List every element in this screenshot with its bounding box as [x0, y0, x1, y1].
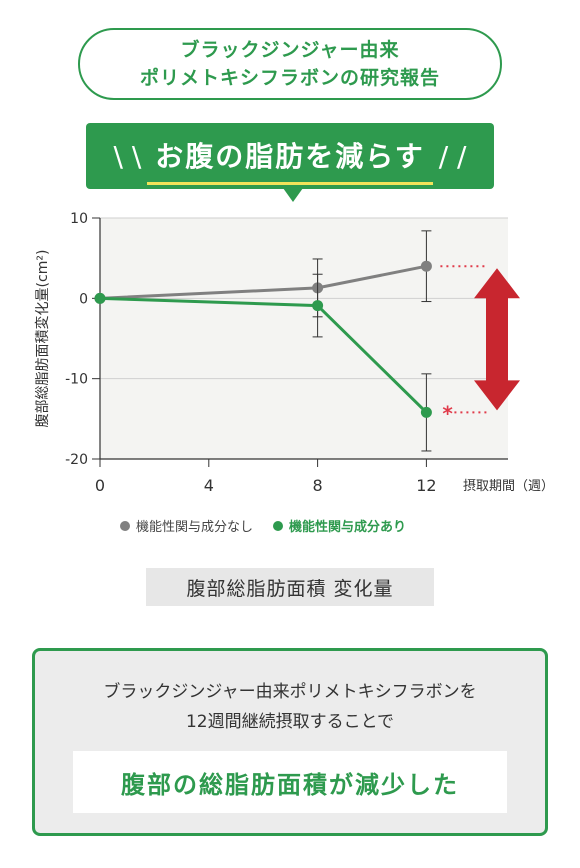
data-point: [420, 260, 432, 272]
legend-label-active: 機能性関与成分あり: [289, 520, 407, 535]
summary-line1: ブラックジンジャー由来ポリメトキシフラボンを: [103, 682, 477, 702]
study-title-pill: ブラックジンジャー由来 ポリメトキシフラボンの研究報告: [78, 28, 502, 100]
data-point: [94, 292, 106, 304]
slash-decoration-right-icon: / /: [438, 139, 467, 173]
x-tick-label: 4: [204, 476, 214, 495]
slash-decoration-left-icon: \ \: [113, 139, 142, 173]
x-tick-label: 12: [416, 476, 436, 495]
x-axis-label: 摂取期間（週）: [463, 478, 554, 494]
fat-area-line-chart: 10 0 -10 -20 0 4 8 12 摂取期間（週） 腹部総脂肪面積変化量(cm²) *: [34, 211, 554, 495]
summary-box: ブラックジンジャー由来ポリメトキシフラボンを 12週間継続摂取することで 腹部の…: [32, 648, 548, 836]
summary-line2: 12週間継続摂取することで: [185, 712, 395, 732]
plot-area: [100, 218, 508, 459]
legend-item-active: 機能性関与成分あり: [273, 516, 406, 535]
banner-pointer-icon: [283, 188, 303, 202]
x-tick-label: 0: [95, 476, 105, 495]
difference-arrow-icon: [474, 268, 520, 411]
significance-asterisk: *: [442, 401, 453, 425]
data-point: [312, 300, 324, 312]
headline-banner: \ \ お腹の脂肪を減らす / /: [86, 123, 494, 189]
summary-conclusion: 腹部の総脂肪面積が減少した: [121, 770, 459, 799]
study-title-line2: ポリメトキシフラボンの研究報告: [139, 67, 440, 89]
y-tick-label: -20: [65, 452, 88, 468]
headline-text: お腹の脂肪を減らす: [147, 135, 434, 185]
y-axis-label: 腹部総脂肪面積変化量(cm²): [34, 250, 51, 428]
summary-conclusion-panel: 腹部の総脂肪面積が減少した: [73, 751, 507, 813]
study-title-line1: ブラックジンジャー由来: [180, 39, 400, 61]
y-tick-label: -10: [65, 372, 88, 388]
y-tick-label: 0: [79, 291, 88, 307]
data-point: [420, 406, 432, 418]
x-tick-label: 8: [313, 476, 323, 495]
chart-legend: 機能性関与成分なし 機能性関与成分あり: [120, 516, 480, 535]
chart-caption: 腹部総脂肪面積 変化量: [146, 568, 434, 606]
legend-green-dot-icon: [273, 520, 284, 531]
legend-grey-dot-icon: [120, 520, 130, 531]
legend-label-control: 機能性関与成分なし: [136, 520, 254, 535]
y-tick-label: 10: [70, 211, 88, 227]
legend-item-control: 機能性関与成分なし: [120, 516, 253, 535]
